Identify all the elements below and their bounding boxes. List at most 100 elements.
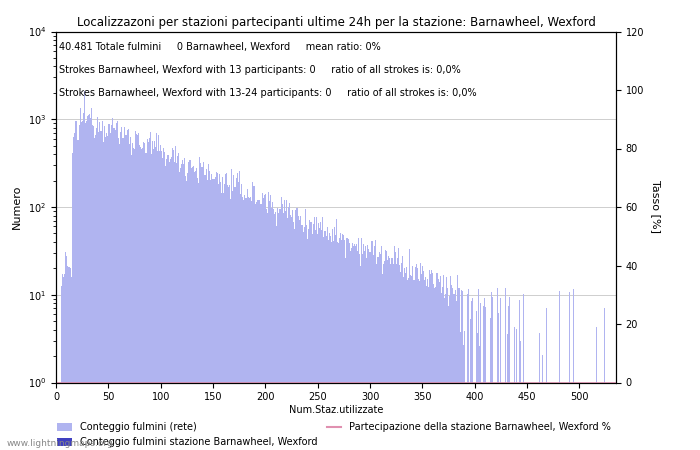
Bar (559, 291, 560, 450)
Bar (377, 256, 378, 450)
Bar (429, 270, 430, 450)
Bar (131, 155, 132, 450)
Text: Strokes Barnawheel, Wexford with 13-24 participants: 0     ratio of all strokes : Strokes Barnawheel, Wexford with 13-24 p… (59, 88, 477, 98)
Bar (234, 187, 235, 450)
Bar (139, 145, 140, 450)
Bar (398, 248, 399, 450)
Bar (366, 258, 368, 450)
Bar (308, 229, 309, 450)
Bar (317, 234, 318, 450)
Bar (146, 139, 148, 450)
Bar (245, 198, 246, 450)
Bar (456, 302, 457, 450)
Bar (241, 197, 243, 450)
Bar (102, 121, 103, 450)
Bar (323, 237, 325, 450)
Bar (319, 229, 321, 450)
Bar (357, 251, 358, 450)
Bar (459, 332, 461, 450)
Bar (458, 288, 459, 450)
Bar (136, 135, 137, 450)
Bar (313, 224, 314, 450)
Bar (159, 151, 160, 450)
Bar (276, 226, 277, 450)
Bar (275, 212, 276, 450)
Bar (445, 294, 446, 450)
Bar (182, 160, 183, 450)
Bar (542, 356, 543, 450)
Bar (498, 313, 499, 450)
Bar (453, 294, 454, 450)
Bar (416, 268, 418, 450)
Bar (219, 174, 220, 450)
Bar (288, 207, 289, 450)
Bar (302, 232, 304, 450)
Bar (300, 216, 302, 450)
Text: 40.481 Totale fulmini     0 Barnawheel, Wexford     mean ratio: 0%: 40.481 Totale fulmini 0 Barnawheel, Wexf… (59, 42, 381, 52)
Bar (222, 177, 223, 450)
Bar (249, 198, 250, 450)
Bar (70, 269, 71, 450)
Bar (449, 296, 450, 450)
Bar (142, 148, 144, 450)
Bar (279, 209, 281, 450)
Bar (335, 235, 336, 450)
Bar (433, 284, 435, 450)
Bar (307, 239, 308, 450)
Bar (62, 274, 63, 450)
Bar (230, 198, 231, 450)
Bar (478, 289, 480, 450)
Bar (471, 301, 472, 450)
Bar (274, 214, 275, 450)
Bar (358, 238, 359, 450)
Bar (140, 147, 141, 450)
Bar (435, 287, 437, 450)
Text: www.lightningmaps.org: www.lightningmaps.org (7, 439, 113, 448)
Bar (209, 171, 211, 450)
Bar (376, 264, 377, 450)
Bar (408, 278, 409, 450)
Bar (467, 294, 468, 450)
Bar (120, 132, 121, 450)
Bar (470, 319, 471, 450)
Bar (349, 251, 351, 450)
Bar (318, 223, 319, 450)
Bar (237, 182, 239, 450)
Bar (569, 292, 570, 450)
Bar (266, 209, 267, 450)
Bar (399, 266, 400, 450)
Bar (158, 135, 159, 450)
Bar (66, 256, 67, 450)
Bar (228, 187, 229, 450)
Bar (325, 230, 326, 450)
Bar (94, 138, 95, 450)
Bar (232, 191, 233, 450)
Bar (111, 126, 112, 450)
Bar (93, 126, 95, 450)
Bar (239, 194, 241, 450)
Bar (364, 251, 365, 450)
Bar (395, 264, 397, 450)
Bar (385, 250, 386, 450)
Bar (68, 267, 69, 450)
Bar (188, 162, 190, 450)
Bar (203, 162, 204, 450)
Bar (223, 193, 224, 450)
Bar (184, 158, 186, 450)
Bar (397, 258, 398, 450)
Bar (225, 174, 226, 450)
Bar (491, 292, 492, 450)
Bar (89, 113, 90, 450)
Bar (144, 144, 146, 450)
Bar (177, 156, 178, 450)
Bar (64, 274, 65, 450)
Bar (291, 216, 292, 450)
Bar (386, 251, 387, 450)
Bar (134, 149, 135, 450)
Bar (108, 124, 109, 450)
Bar (295, 211, 296, 450)
Bar (141, 149, 142, 450)
Bar (354, 244, 355, 450)
Bar (312, 234, 313, 450)
Bar (262, 198, 264, 450)
